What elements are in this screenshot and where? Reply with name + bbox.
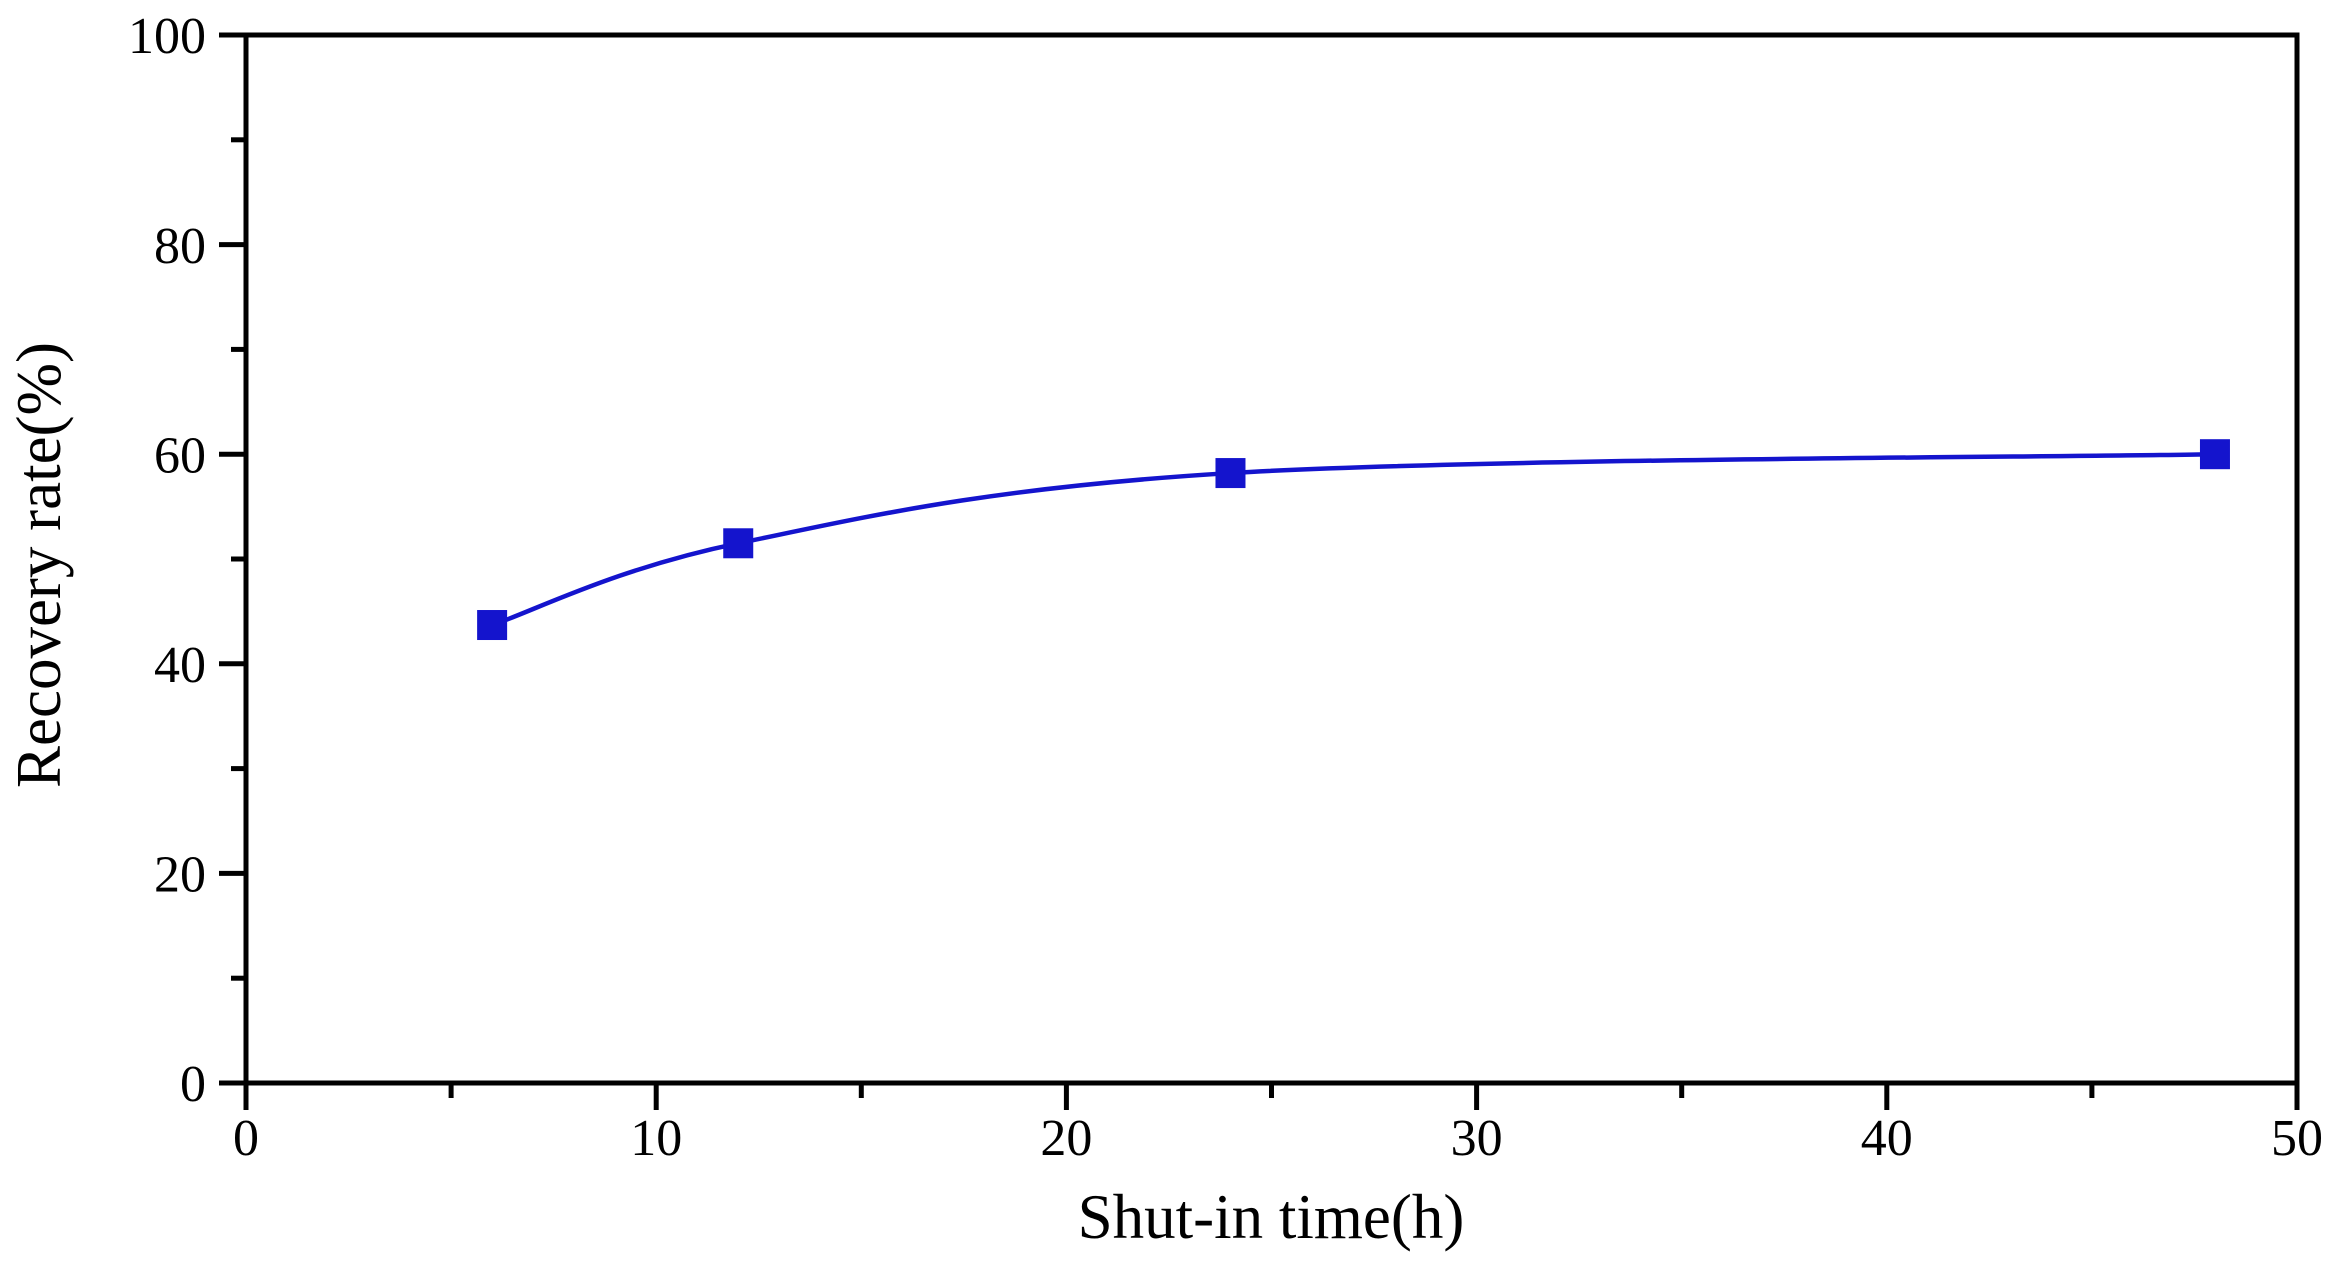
x-tick-label: 50 xyxy=(2271,1110,2323,1167)
y-tick-label: 100 xyxy=(128,8,206,65)
y-axis-title: Recovery rate(%) xyxy=(4,342,74,788)
tick-labels-group: 0 10 20 30 40 50 0 20 40 60 80 100 xyxy=(128,8,2323,1167)
y-tick-label: 60 xyxy=(154,427,206,484)
x-tick-label: 20 xyxy=(1040,1110,1092,1167)
x-tick-label: 30 xyxy=(1451,1110,1503,1167)
series-line xyxy=(491,451,2216,628)
x-tick-label: 10 xyxy=(630,1110,682,1167)
data-point-marker xyxy=(1215,458,1246,489)
y-tick-label: 80 xyxy=(154,218,206,275)
data-point-marker xyxy=(723,528,754,559)
y-tick-label: 20 xyxy=(154,847,206,904)
x-tick-label: 0 xyxy=(233,1110,259,1167)
data-point-marker xyxy=(2199,439,2230,470)
plot-frame-group xyxy=(243,32,2300,1086)
y-tick-label: 0 xyxy=(180,1056,206,1113)
y-tick-label: 40 xyxy=(154,637,206,694)
x-tick-label: 40 xyxy=(1861,1110,1913,1167)
data-series-group xyxy=(477,439,2230,641)
axis-ticks-group xyxy=(219,32,2300,1110)
x-axis-title: Shut-in time(h) xyxy=(1078,1182,1465,1252)
data-point-marker xyxy=(477,610,508,641)
plot-frame xyxy=(243,32,2300,1086)
